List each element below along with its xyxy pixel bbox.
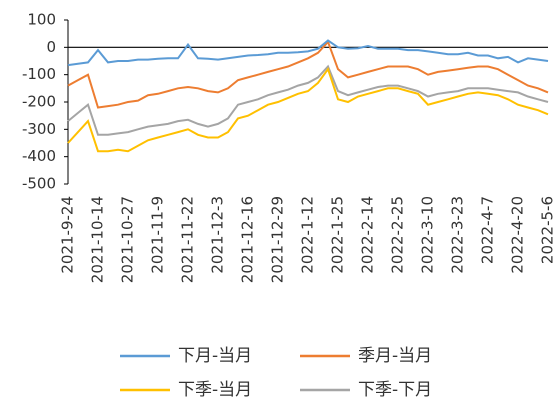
x-tick-label: 2021-11-22 [179, 196, 197, 283]
series-line [67, 64, 549, 136]
y-tick-label: -300 [22, 120, 56, 138]
x-tick-label: 2021-12-29 [269, 196, 287, 283]
x-tick-label: 2021-12-16 [239, 196, 257, 283]
x-tick-label: 2021-9-24 [59, 196, 77, 274]
x-tick-label: 2021-12-3 [209, 196, 227, 274]
y-tick-label: 0 [46, 38, 56, 56]
x-tick-label: 2022-2-14 [359, 196, 377, 274]
y-tick-label: -500 [22, 175, 56, 193]
x-tick-label: 2022-3-10 [419, 196, 437, 274]
x-tick-label: 2022-2-25 [389, 196, 407, 274]
x-tick-label: 2021-11-9 [149, 196, 167, 274]
legend-label: 下季-当月 [178, 380, 252, 400]
legend-label: 下季-下月 [358, 380, 432, 400]
x-tick-label: 2021-10-27 [119, 196, 137, 283]
x-tick-label: 2022-3-23 [449, 196, 467, 274]
x-tick-label: 2022-4-7 [479, 196, 497, 264]
x-tick-label: 2021-10-14 [89, 196, 107, 283]
x-tick-label: 2022-1-12 [299, 196, 317, 274]
x-tick-label: 2022-4-20 [509, 196, 527, 274]
y-tick-label: -200 [22, 93, 56, 111]
legend-label: 下月-当月 [178, 346, 252, 366]
legend-label: 季月-当月 [358, 346, 432, 366]
x-tick-label: 2022-5-6 [539, 196, 557, 264]
series-line [67, 67, 549, 153]
y-tick-label: 100 [27, 11, 56, 29]
x-tick-label: 2022-1-25 [329, 196, 347, 274]
y-tick-label: -100 [22, 65, 56, 83]
series-line [67, 40, 549, 109]
series-line [67, 39, 549, 67]
y-tick-label: -400 [22, 147, 56, 165]
